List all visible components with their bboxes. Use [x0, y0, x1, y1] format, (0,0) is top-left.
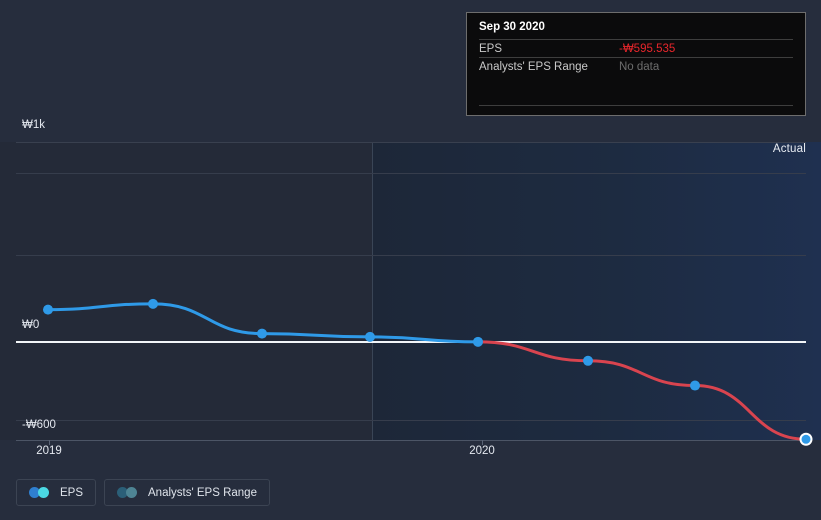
tooltip-value-eps: -₩595.535: [619, 42, 676, 55]
y-axis-label-0: ₩0: [22, 319, 40, 331]
actual-region-label: Actual: [772, 143, 806, 155]
tooltip-title: Sep 30 2020: [479, 21, 545, 33]
x-axis-baseline: [16, 440, 806, 441]
chart-tooltip: Sep 30 2020 EPS -₩595.535 Analysts' EPS …: [466, 12, 806, 116]
tooltip-key-eps: EPS: [479, 42, 503, 55]
tooltip-row-analysts-range: Analysts' EPS Range No data: [479, 57, 793, 75]
eps-data-point[interactable]: [473, 336, 483, 347]
x-axis-tick-2019: [49, 440, 50, 445]
chart-region-past: [0, 142, 372, 440]
chart-legend: EPS Analysts' EPS Range: [16, 479, 270, 506]
gridline-500: [16, 255, 806, 256]
gridline-minus600: [16, 420, 806, 421]
y-axis-label-1k: ₩1k: [22, 119, 45, 131]
legend-label-eps: EPS: [60, 486, 84, 499]
chart-region-actual: [372, 142, 821, 440]
y-axis-label-minus600: -₩600: [22, 419, 56, 431]
eps-data-point[interactable]: [365, 331, 375, 342]
tooltip-key-analysts-range: Analysts' EPS Range: [479, 60, 588, 73]
eps-data-point[interactable]: [690, 380, 700, 391]
eps-data-point[interactable]: [257, 328, 267, 339]
eps-line-recent: [476, 340, 808, 441]
eps-data-points: [43, 298, 813, 446]
region-divider: [372, 142, 373, 440]
legend-swatch-analysts-range-icon: [117, 487, 139, 498]
gridline-1k: [16, 173, 806, 174]
tooltip-spacer: [479, 75, 793, 106]
eps-data-point[interactable]: [583, 355, 593, 366]
eps-data-point[interactable]: [43, 304, 53, 315]
x-axis-tick-2020: [482, 440, 483, 445]
eps-data-point[interactable]: [148, 298, 158, 309]
legend-swatch-eps-icon: [29, 487, 51, 498]
legend-label-analysts-eps-range: Analysts' EPS Range: [148, 486, 257, 499]
legend-item-eps[interactable]: EPS: [16, 479, 97, 506]
eps-data-point[interactable]: [801, 434, 811, 444]
gridline-zero: [16, 341, 806, 343]
tooltip-row-eps: EPS -₩595.535: [479, 39, 793, 57]
x-axis-label-2019: 2019: [36, 445, 62, 457]
gridline-top: [16, 142, 806, 143]
x-axis-label-2020: 2020: [469, 445, 495, 457]
tooltip-value-analysts-range: No data: [619, 60, 660, 73]
legend-item-analysts-eps-range[interactable]: Analysts' EPS Range: [104, 479, 270, 506]
